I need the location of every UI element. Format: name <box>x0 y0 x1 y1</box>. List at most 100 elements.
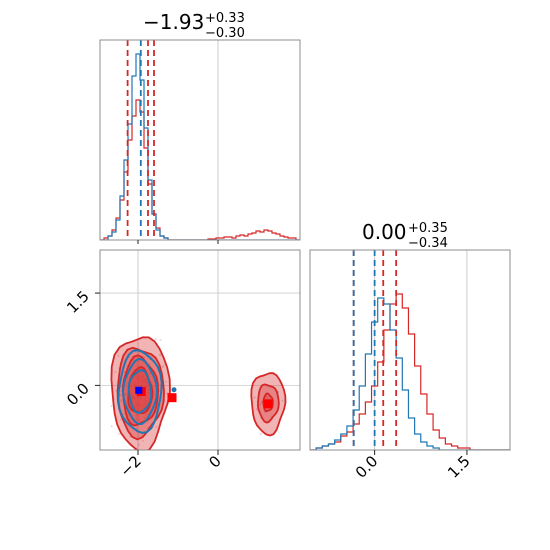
sample-point <box>141 376 144 379</box>
sample-point <box>138 418 141 421</box>
xtick-label-p1-0: 0.0 <box>352 452 382 482</box>
sample-point <box>110 425 113 428</box>
grid-param-1 <box>374 250 468 450</box>
sample-point <box>148 397 151 400</box>
sample-point <box>134 384 137 387</box>
sample-point <box>281 399 284 402</box>
sample-point <box>155 425 158 428</box>
marker-red-1 <box>167 393 177 403</box>
histogram-param-0 <box>99 39 301 244</box>
sample-point <box>142 439 145 442</box>
sample-point <box>142 380 145 383</box>
sample-point <box>144 398 147 401</box>
sample-point <box>130 392 133 395</box>
sample-point <box>148 372 151 375</box>
marker-blue-square <box>135 386 143 394</box>
title-median-1: 0.00 <box>362 220 407 244</box>
sample-point <box>137 396 140 399</box>
sample-point <box>138 377 141 380</box>
sample-point <box>140 384 143 387</box>
title-plus-1: +0.35 <box>408 221 448 236</box>
sample-point <box>159 353 162 356</box>
sample-point <box>148 391 151 394</box>
scatter-contour-panel: −2 0 1.5 0.0 <box>63 249 301 480</box>
sample-point <box>132 395 135 398</box>
marker-red-2 <box>263 399 273 409</box>
sample-point <box>137 413 140 416</box>
axes-frame-joint <box>99 249 301 451</box>
sample-point <box>140 380 143 383</box>
sample-point <box>110 405 113 408</box>
sample-point <box>138 374 141 377</box>
hist-red-param-1 <box>310 293 510 450</box>
sample-point <box>137 377 140 380</box>
sample-point <box>135 417 138 420</box>
sample-point <box>145 384 148 387</box>
sample-point <box>143 416 146 419</box>
hist-blue-param-0 <box>100 53 300 240</box>
sample-point <box>145 403 148 406</box>
sample-point <box>133 404 136 407</box>
contour-blue-2 <box>127 369 153 414</box>
sample-point <box>133 397 136 400</box>
sample-point <box>139 404 142 407</box>
sample-point <box>133 382 136 385</box>
sample-point <box>259 433 262 436</box>
sample-point <box>138 443 141 446</box>
title-param-1: 0.00 +0.35 −0.34 <box>362 220 448 251</box>
xtick-label-p1-1: 1.5 <box>444 452 474 482</box>
sample-point <box>120 400 123 403</box>
sample-point <box>136 415 139 418</box>
hist-blue-param-1 <box>310 297 510 450</box>
sample-point <box>159 339 162 342</box>
sample-point <box>126 403 129 406</box>
sample-point <box>164 380 167 383</box>
sample-point <box>120 418 123 421</box>
axes-frame-param-1 <box>309 249 511 451</box>
contour-blue-1 <box>121 358 159 426</box>
sample-point <box>146 421 149 424</box>
sample-point <box>114 370 117 373</box>
sample-point <box>260 401 263 404</box>
ytick-label-p1-0: 1.5 <box>63 287 93 317</box>
hist-red-param-0 <box>100 99 300 240</box>
sample-point <box>119 399 122 402</box>
sample-point <box>139 396 142 399</box>
sample-point <box>143 378 146 381</box>
sample-point <box>141 375 144 378</box>
sample-point <box>144 400 147 403</box>
sample-point <box>256 408 259 411</box>
sample-point <box>124 394 127 397</box>
xtick-label-p0-1: 0 <box>205 452 224 471</box>
sample-point <box>133 384 136 387</box>
sample-point <box>253 396 256 399</box>
sample-point <box>123 412 126 415</box>
sample-point <box>135 403 138 406</box>
sample-point <box>120 394 123 397</box>
sample-point <box>147 388 150 391</box>
sample-point <box>154 338 157 341</box>
title-minus-0: −0.30 <box>205 26 245 41</box>
sample-point <box>144 414 147 417</box>
sample-point <box>145 381 148 384</box>
sample-point <box>124 392 127 395</box>
contour-blue-0 <box>117 349 163 434</box>
sample-point <box>134 405 137 408</box>
sample-point <box>117 433 120 436</box>
sample-point <box>131 397 134 400</box>
marker-blue-dot <box>171 387 177 393</box>
sample-point <box>136 426 139 429</box>
ytick-label-p1-1: 0.0 <box>63 379 93 409</box>
histogram-param-1: 0.0 1.5 <box>309 249 511 482</box>
xtick-label-p0-0: −2 <box>116 452 144 480</box>
sample-point <box>161 366 164 369</box>
sample-point <box>162 364 165 367</box>
sample-point <box>117 354 120 357</box>
sample-point <box>130 395 133 398</box>
axes-frame-param-0 <box>99 39 301 241</box>
title-param-0: −1.93 +0.33 −0.30 <box>143 10 245 41</box>
sample-point <box>126 382 129 385</box>
title-plus-0: +0.33 <box>205 11 245 26</box>
title-median-0: −1.93 <box>143 10 204 34</box>
